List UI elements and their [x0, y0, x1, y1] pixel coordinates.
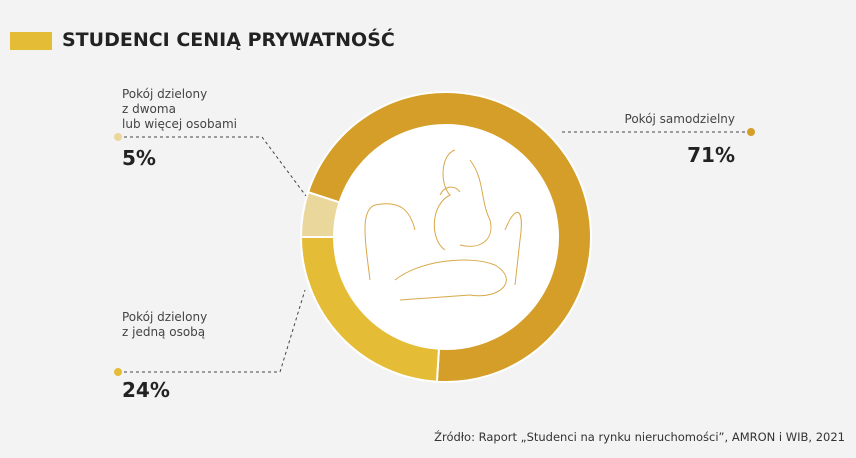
- leader-line: [118, 289, 306, 373]
- value-label: 5%: [122, 146, 156, 170]
- category-label: Pokój dzielony z dwoma lub więcej osobam…: [122, 87, 237, 131]
- donut-segment: [299, 190, 341, 238]
- title-bar: [10, 32, 52, 50]
- leader-dot: [747, 128, 755, 136]
- donut-segment: [306, 91, 592, 383]
- leader-line: [118, 136, 307, 197]
- leader-dot: [114, 133, 122, 141]
- chart-title: STUDENCI CENIĄ PRYWATNOŚĆ: [62, 29, 395, 51]
- source-note: Źródło: Raport „Studenci na rynku nieruc…: [434, 430, 845, 444]
- leader-dot: [114, 368, 122, 376]
- value-label: 24%: [122, 378, 170, 402]
- illustration: [364, 149, 522, 301]
- inner-circle: [335, 126, 557, 348]
- category-label: Pokój dzielony z jedną osobą: [122, 310, 208, 339]
- value-label: 71%: [687, 143, 735, 167]
- category-label: Pokój samodzielny: [624, 112, 735, 126]
